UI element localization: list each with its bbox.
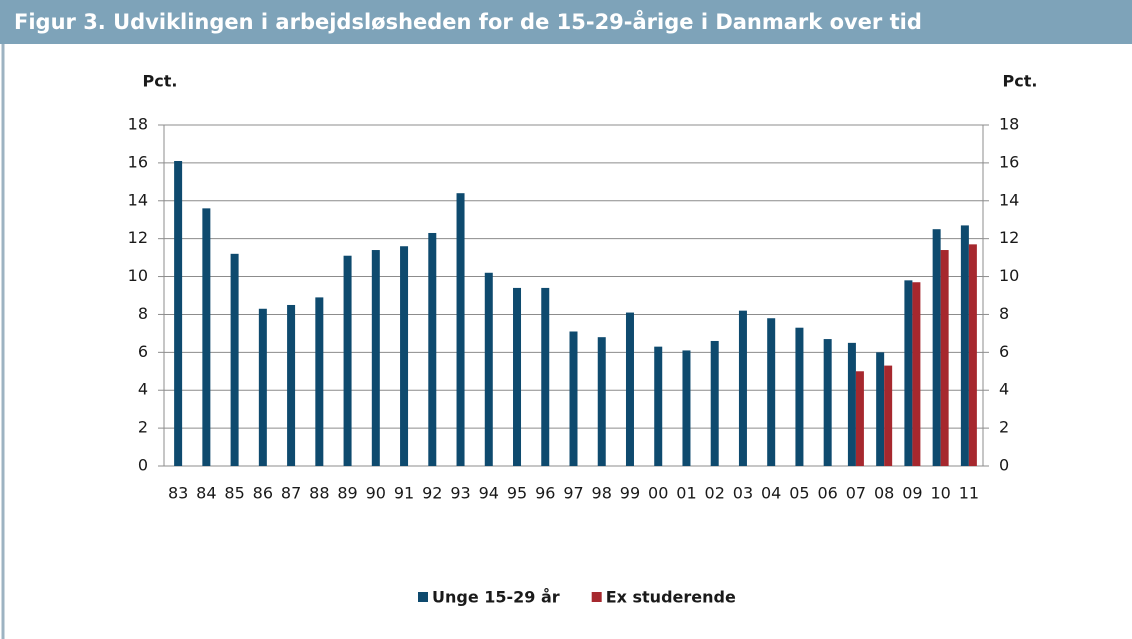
bar xyxy=(541,287,550,466)
bar xyxy=(230,253,239,466)
y2-tick-label: 12 xyxy=(999,228,1019,247)
x-tick-label: 92 xyxy=(422,484,442,503)
chart-title: Figur 3. Udviklingen i arbejdsløsheden f… xyxy=(14,9,922,34)
x-tick-label: 85 xyxy=(224,484,244,503)
y2-tick-label: 10 xyxy=(999,266,1019,285)
bar xyxy=(823,339,832,466)
x-tick-label: 88 xyxy=(309,484,329,503)
bar xyxy=(569,331,578,466)
bar xyxy=(940,250,949,466)
y2-tick-label: 16 xyxy=(999,152,1019,171)
bar xyxy=(428,232,437,466)
legend-swatch xyxy=(591,592,602,602)
bar xyxy=(597,337,606,466)
bar xyxy=(767,318,776,466)
x-tick-label: 01 xyxy=(676,484,696,503)
bar xyxy=(371,250,380,466)
title-bar xyxy=(0,0,1132,44)
bar xyxy=(484,272,493,466)
y-tick-label: 0 xyxy=(138,456,148,475)
x-tick-label: 89 xyxy=(337,484,357,503)
y2-tick-label: 4 xyxy=(999,380,1009,399)
x-tick-label: 09 xyxy=(902,484,922,503)
y-tick-label: 16 xyxy=(128,152,148,171)
bar xyxy=(682,350,691,466)
bar xyxy=(960,225,969,466)
bar xyxy=(884,365,893,466)
bar xyxy=(912,282,921,466)
bar xyxy=(513,287,522,466)
y2-tick-label: 14 xyxy=(999,190,1019,209)
x-tick-label: 04 xyxy=(761,484,781,503)
legend-swatch xyxy=(418,592,428,602)
bar xyxy=(968,244,977,466)
x-tick-label: 86 xyxy=(253,484,273,503)
x-tick-label: 93 xyxy=(450,484,470,503)
bar xyxy=(625,312,634,466)
y2-tick-label: 2 xyxy=(999,418,1009,437)
y-tick-label: 18 xyxy=(128,115,148,134)
x-tick-label: 91 xyxy=(394,484,414,503)
x-tick-label: 98 xyxy=(592,484,612,503)
legend-label: Unge 15-29 år xyxy=(432,588,560,607)
x-tick-label: 05 xyxy=(789,484,809,503)
x-tick-label: 06 xyxy=(817,484,837,503)
y-tick-label: 14 xyxy=(128,190,148,209)
y-tick-label: 8 xyxy=(138,304,148,323)
bar xyxy=(315,297,324,466)
x-tick-label: 95 xyxy=(507,484,527,503)
y2-tick-label: 6 xyxy=(999,342,1009,361)
x-tick-label: 10 xyxy=(930,484,950,503)
x-tick-label: 96 xyxy=(535,484,555,503)
bar xyxy=(287,304,296,466)
x-tick-label: 02 xyxy=(705,484,725,503)
y-tick-label: 6 xyxy=(138,342,148,361)
x-tick-label: 84 xyxy=(196,484,216,503)
legend-label: Ex studerende xyxy=(606,588,736,607)
y-tick-label: 2 xyxy=(138,418,148,437)
bar xyxy=(847,342,856,466)
bar xyxy=(202,208,211,466)
x-tick-label: 03 xyxy=(733,484,753,503)
y2-tick-label: 0 xyxy=(999,456,1009,475)
x-tick-label: 99 xyxy=(620,484,640,503)
x-tick-label: 08 xyxy=(874,484,894,503)
bar xyxy=(400,246,409,466)
x-tick-label: 90 xyxy=(366,484,386,503)
x-tick-label: 94 xyxy=(479,484,499,503)
bar xyxy=(343,255,352,466)
bar xyxy=(710,340,719,466)
x-tick-label: 07 xyxy=(846,484,866,503)
y-tick-label: 4 xyxy=(138,380,148,399)
bar xyxy=(932,229,941,466)
y2-tick-label: 8 xyxy=(999,304,1009,323)
y-tick-label: 10 xyxy=(128,266,148,285)
y2-axis-label: Pct. xyxy=(1003,72,1038,91)
bar xyxy=(795,327,804,466)
bar xyxy=(876,352,885,466)
bar xyxy=(174,160,183,466)
bar xyxy=(738,310,747,466)
x-tick-label: 00 xyxy=(648,484,668,503)
bar xyxy=(855,371,864,466)
x-tick-label: 97 xyxy=(563,484,583,503)
bar xyxy=(456,193,465,466)
y-axis-label: Pct. xyxy=(143,72,178,91)
y-tick-label: 12 xyxy=(128,228,148,247)
x-tick-label: 83 xyxy=(168,484,188,503)
bar xyxy=(904,280,913,466)
bar xyxy=(654,346,663,466)
bar xyxy=(258,308,267,466)
x-tick-label: 11 xyxy=(959,484,979,503)
x-tick-label: 87 xyxy=(281,484,301,503)
y2-tick-label: 18 xyxy=(999,115,1019,134)
